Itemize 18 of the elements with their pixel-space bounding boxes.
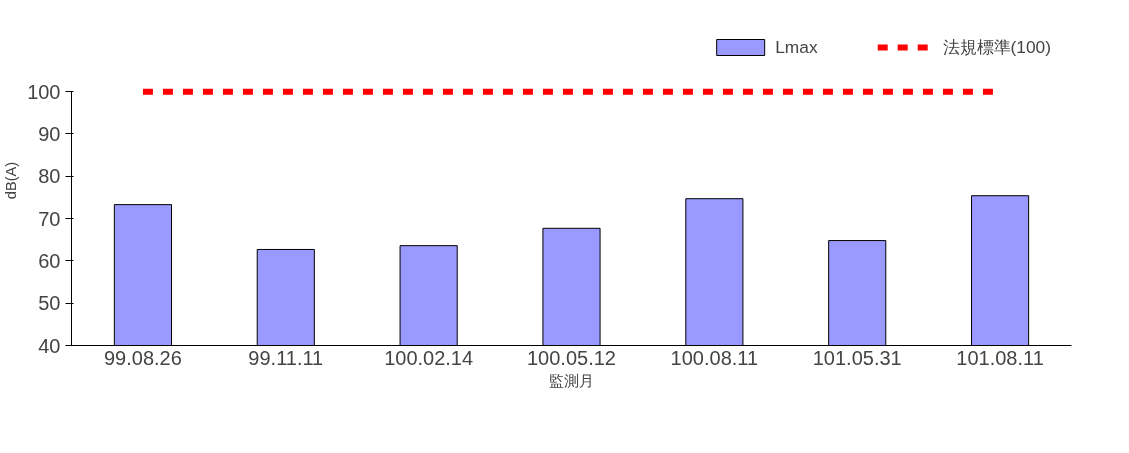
x-tick-label: 101.05.31 (812, 346, 902, 369)
y-tick-label: 90 (38, 122, 61, 145)
legend-label: Lmax (775, 36, 818, 58)
x-axis-title: 監測月 (549, 372, 594, 389)
y-tick-label: 60 (38, 249, 61, 272)
x-tick-label: 100.08.11 (670, 346, 759, 369)
x-tick-label: 100.02.14 (384, 346, 474, 369)
legend-label: 法規標準(100) (942, 36, 1051, 59)
y-tick-label: 50 (38, 292, 61, 315)
x-tick-label: 99.11.11 (248, 346, 324, 369)
y-tick-label: 100 (27, 80, 61, 103)
y-tick-label: 70 (38, 207, 61, 230)
x-tick-label: 99.08.26 (104, 346, 182, 369)
y-tick-label: 40 (38, 334, 61, 357)
y-tick-label: 80 (38, 165, 61, 188)
y-axis-title: dB(A) (3, 161, 20, 200)
x-tick-label: 100.05.12 (527, 346, 616, 369)
x-tick-label: 101.08.11 (956, 346, 1044, 369)
